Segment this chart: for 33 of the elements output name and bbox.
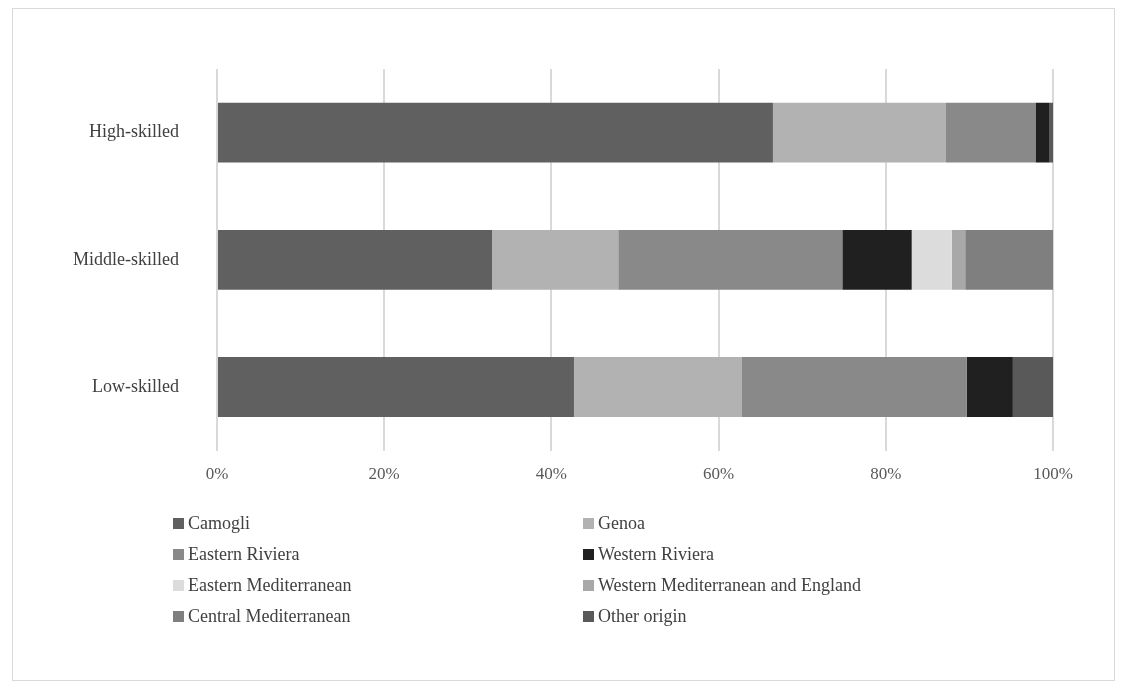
bar bbox=[951, 229, 966, 290]
bar bbox=[618, 229, 843, 290]
legend-label: Camogli bbox=[188, 513, 250, 534]
legend-label: Genoa bbox=[598, 513, 645, 534]
legend-label: Eastern Mediterranean bbox=[188, 575, 352, 596]
bar bbox=[842, 229, 912, 290]
x-tick-label: 60% bbox=[703, 464, 735, 484]
y-tick-label: Middle-skilled bbox=[72, 248, 179, 269]
legend-label: Western Mediterranean and England bbox=[598, 575, 861, 596]
bar bbox=[911, 229, 952, 290]
x-tick-label: 0% bbox=[205, 464, 229, 484]
bar bbox=[217, 229, 493, 290]
x-tick-label: 80% bbox=[870, 464, 902, 484]
bar bbox=[217, 357, 574, 417]
y-tick-label: Low-skilled bbox=[91, 375, 179, 396]
bar bbox=[492, 229, 619, 290]
legend-label: Other origin bbox=[598, 606, 687, 627]
bar bbox=[742, 357, 967, 417]
x-tick-label: 100% bbox=[1033, 464, 1073, 484]
legend-label: Central Mediterranean bbox=[188, 606, 351, 627]
bar bbox=[1012, 357, 1053, 417]
bar bbox=[966, 357, 1013, 417]
bar bbox=[217, 102, 773, 163]
bar bbox=[573, 357, 742, 417]
x-tick-label: 20% bbox=[368, 464, 400, 484]
bar bbox=[772, 102, 946, 163]
legend-label: Western Riviera bbox=[598, 544, 715, 565]
legend-label: Eastern Riviera bbox=[188, 544, 300, 565]
bar bbox=[945, 102, 1036, 163]
bar bbox=[965, 229, 1053, 290]
x-tick-label: 40% bbox=[535, 464, 567, 484]
bar bbox=[1035, 102, 1050, 163]
y-tick-label: High-skilled bbox=[88, 121, 179, 142]
